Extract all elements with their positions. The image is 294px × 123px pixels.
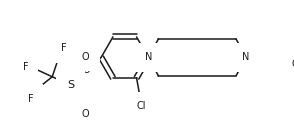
Text: F: F xyxy=(23,62,29,72)
Text: N: N xyxy=(243,52,250,62)
Text: O: O xyxy=(291,59,294,69)
Text: N: N xyxy=(145,52,152,62)
Text: O: O xyxy=(81,52,89,62)
Text: F: F xyxy=(61,43,66,53)
Text: O: O xyxy=(81,109,89,119)
Text: O: O xyxy=(82,65,90,75)
Text: S: S xyxy=(67,80,74,90)
Text: Cl: Cl xyxy=(137,101,146,111)
Text: F: F xyxy=(28,94,34,104)
